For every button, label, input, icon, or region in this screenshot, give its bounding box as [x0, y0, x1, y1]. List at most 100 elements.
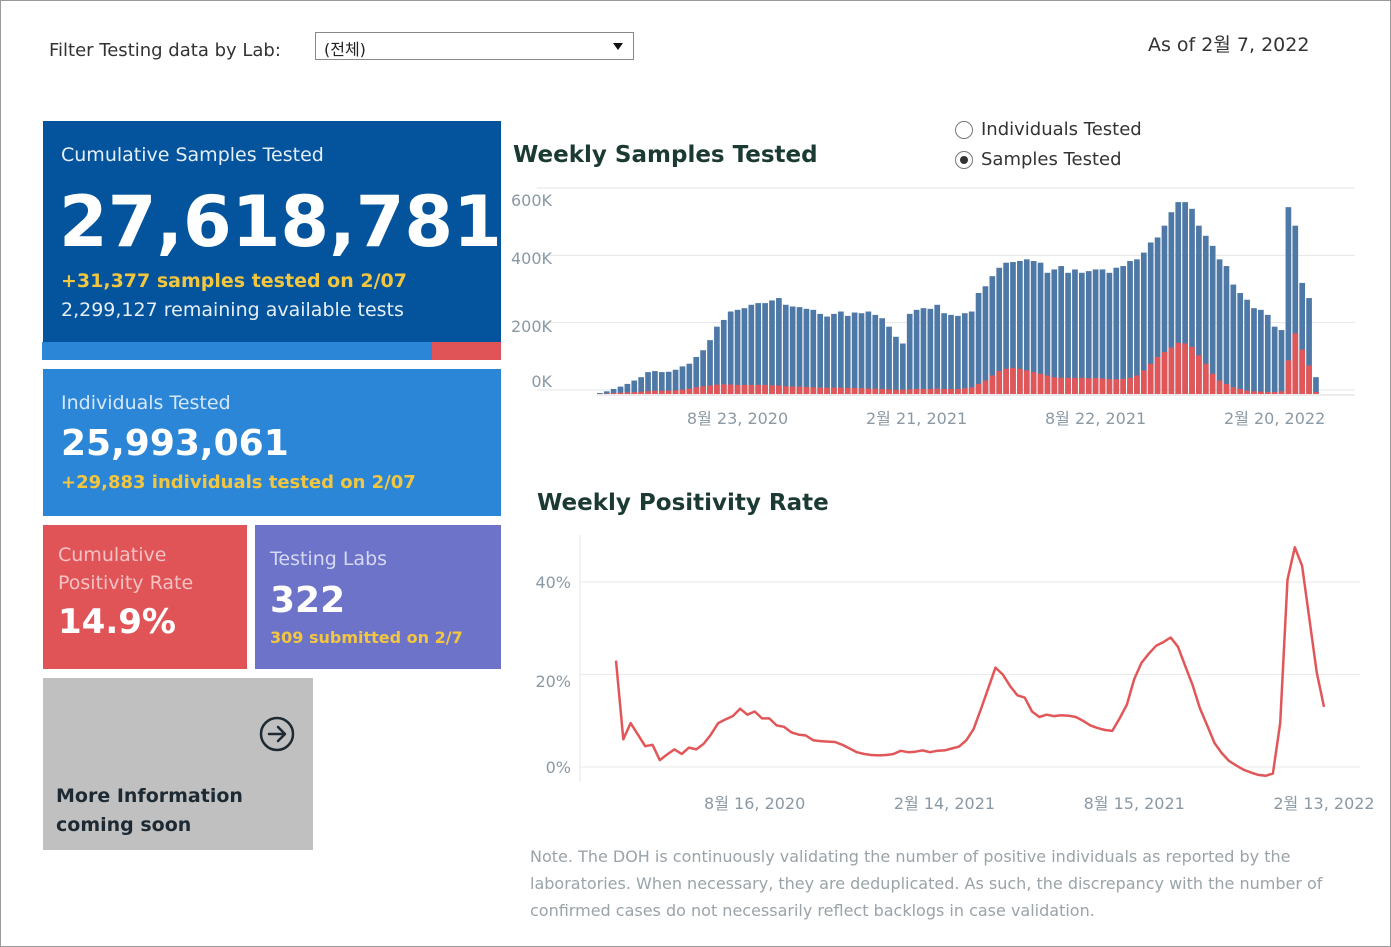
- bar-positive: [796, 386, 803, 394]
- bar-total: [824, 316, 830, 394]
- bar-positive: [1065, 377, 1071, 394]
- radio-samples-tested[interactable]: Samples Tested: [955, 149, 1122, 170]
- arrow-right-circle-icon[interactable]: [259, 716, 295, 752]
- bar-positive: [658, 390, 665, 394]
- card-value: 27,618,781: [59, 181, 502, 263]
- bar-total: [610, 388, 617, 394]
- bar-total: [617, 386, 624, 394]
- bar-total: [1161, 225, 1168, 394]
- bar-total: [838, 311, 844, 394]
- bar-positive: [831, 387, 837, 394]
- bar-positive: [1154, 356, 1161, 394]
- bar-total: [955, 315, 961, 394]
- bar-positive: [1285, 360, 1292, 394]
- bar-positive: [1202, 363, 1209, 394]
- bar-positive: [1120, 378, 1126, 394]
- y-tick-label: 0%: [546, 758, 571, 777]
- bar-positive: [893, 389, 899, 394]
- positivity-line: [614, 546, 1326, 778]
- bar-positive: [934, 388, 941, 394]
- bar-total: [638, 377, 644, 394]
- bar-total: [1120, 266, 1126, 394]
- radio-button-icon[interactable]: [955, 120, 973, 139]
- x-tick-label: 2월 20, 2022: [1224, 409, 1325, 428]
- bar-total: [707, 340, 713, 394]
- bar-total: [727, 311, 734, 394]
- bar-positive: [1003, 368, 1009, 394]
- bar-positive: [652, 390, 658, 394]
- bar-positive: [941, 388, 947, 394]
- bar-total: [906, 313, 913, 394]
- bar-positive: [955, 388, 961, 394]
- bar-total: [1058, 266, 1065, 394]
- card-value: 14.9%: [58, 602, 176, 642]
- cumulative-samples-card: Cumulative Samples Tested 27,618,781 +31…: [43, 121, 502, 342]
- bar-total: [975, 293, 982, 394]
- bar-total: [803, 308, 810, 394]
- bar-positive: [865, 388, 872, 394]
- x-tick-label: 8월 23, 2020: [687, 409, 788, 428]
- more-info-line2: coming soon: [56, 814, 192, 836]
- bar-total: [776, 298, 782, 394]
- bar-positive: [617, 392, 624, 394]
- bar-total: [1196, 225, 1202, 394]
- bar-total: [989, 276, 996, 394]
- bar-total: [948, 314, 954, 394]
- bar-positive: [1079, 377, 1085, 394]
- bar-total: [720, 319, 727, 394]
- bar-total: [1023, 259, 1030, 394]
- weekly-samples-title: Weekly Samples Tested: [513, 142, 818, 168]
- radio-label: Samples Tested: [981, 149, 1122, 170]
- bar-total: [1113, 267, 1120, 394]
- bar-total: [1313, 377, 1319, 394]
- bar-total: [741, 308, 748, 394]
- bar-total: [1306, 298, 1312, 394]
- bar-positive: [645, 390, 651, 394]
- bar-total: [1285, 207, 1292, 394]
- bar-total: [1189, 208, 1195, 394]
- bar-total: [1085, 271, 1092, 394]
- radio-individuals-tested[interactable]: Individuals Tested: [955, 119, 1142, 140]
- bar-positive: [1258, 391, 1264, 394]
- bar-total: [1168, 212, 1175, 394]
- card-value: 322: [270, 580, 346, 621]
- bar-total: [851, 312, 858, 394]
- card-title: Individuals Tested: [61, 392, 231, 414]
- bar-positive: [913, 388, 920, 394]
- more-info-line1: More Information: [56, 785, 243, 807]
- more-information-card[interactable]: More Information coming soon: [43, 678, 313, 850]
- as-of-date: As of 2월 7, 2022: [1148, 34, 1310, 56]
- bar-positive: [610, 392, 617, 394]
- bar-total: [789, 306, 796, 394]
- bar-total: [1202, 235, 1209, 394]
- radio-label: Individuals Tested: [981, 119, 1142, 140]
- bar-positive: [672, 390, 679, 394]
- bar-positive: [879, 388, 885, 394]
- bar-positive: [1085, 378, 1092, 394]
- bar-positive: [1113, 379, 1120, 394]
- card-title: Testing Labs: [270, 548, 388, 570]
- bar-positive: [665, 390, 672, 394]
- bar-total: [679, 366, 686, 394]
- bar-total: [1154, 237, 1161, 394]
- bar-positive: [968, 387, 975, 394]
- bar-positive: [1271, 391, 1278, 394]
- lab-filter-select[interactable]: (전체): [315, 32, 634, 60]
- chevron-down-icon: [613, 43, 623, 50]
- bar-total: [1299, 282, 1306, 394]
- bar-positive: [975, 383, 982, 394]
- bar-positive: [755, 384, 762, 394]
- bar-positive: [1244, 390, 1250, 394]
- y-tick-label: 40%: [535, 573, 571, 592]
- bar-positive: [1313, 391, 1319, 394]
- bar-total: [597, 392, 603, 394]
- bar-total: [645, 372, 651, 394]
- radio-button-selected-icon[interactable]: [955, 150, 973, 169]
- bar-total: [1030, 261, 1037, 394]
- bar-positive: [1292, 333, 1299, 394]
- bar-positive: [961, 388, 968, 394]
- bar-positive: [700, 386, 706, 394]
- card-value: 25,993,061: [61, 423, 289, 464]
- bar-total: [927, 308, 934, 394]
- bar-total: [1237, 293, 1244, 394]
